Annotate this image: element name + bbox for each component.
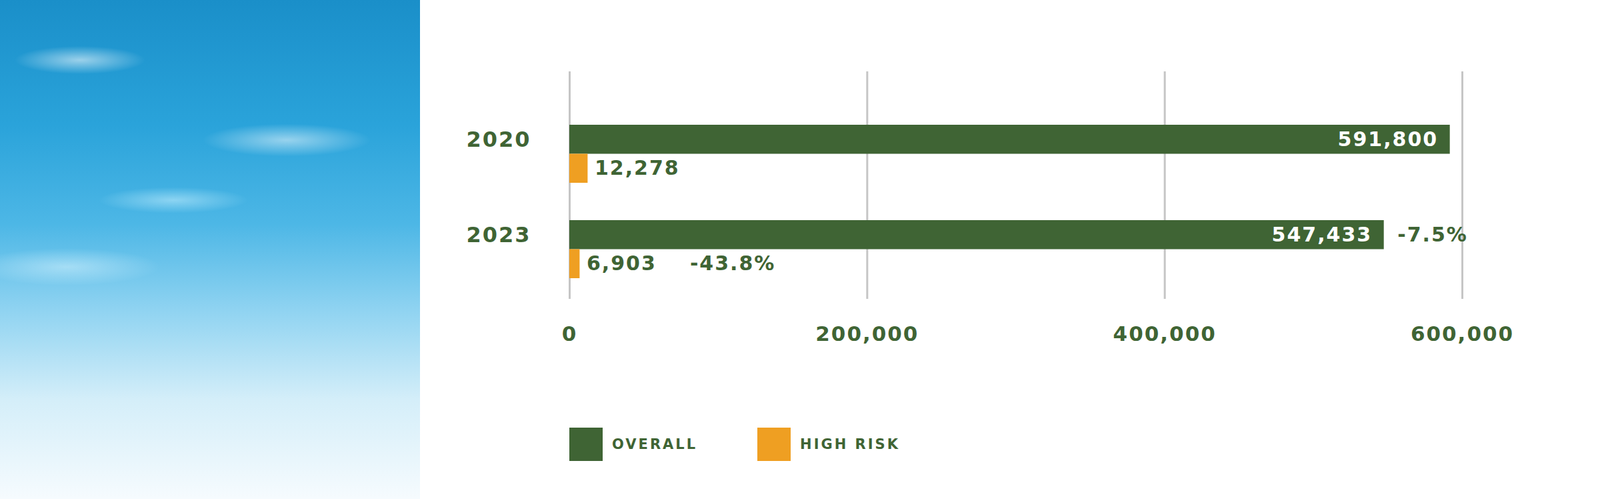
svg-text:591,800: 591,800: [1338, 127, 1439, 151]
svg-text:2020: 2020: [466, 126, 531, 152]
html-text:HIGH RISK: HIGH RISK: [800, 436, 900, 452]
svg-text:-7.5%: -7.5%: [1397, 222, 1468, 246]
svg-text:12,278: 12,278: [594, 156, 680, 180]
html-text:OVERALL: OVERALL: [612, 436, 698, 452]
svg-text:547,433: 547,433: [1272, 222, 1373, 246]
svg-text:-43.8%: -43.8%: [690, 251, 776, 275]
svg-text:2023: 2023: [466, 221, 531, 247]
svg-text:600,000: 600,000: [1410, 321, 1514, 346]
svg-text:6,903: 6,903: [586, 251, 657, 275]
svg-text:200,000: 200,000: [815, 321, 919, 346]
svg-text:0: 0: [562, 321, 578, 346]
svg-text:400,000: 400,000: [1113, 321, 1217, 346]
